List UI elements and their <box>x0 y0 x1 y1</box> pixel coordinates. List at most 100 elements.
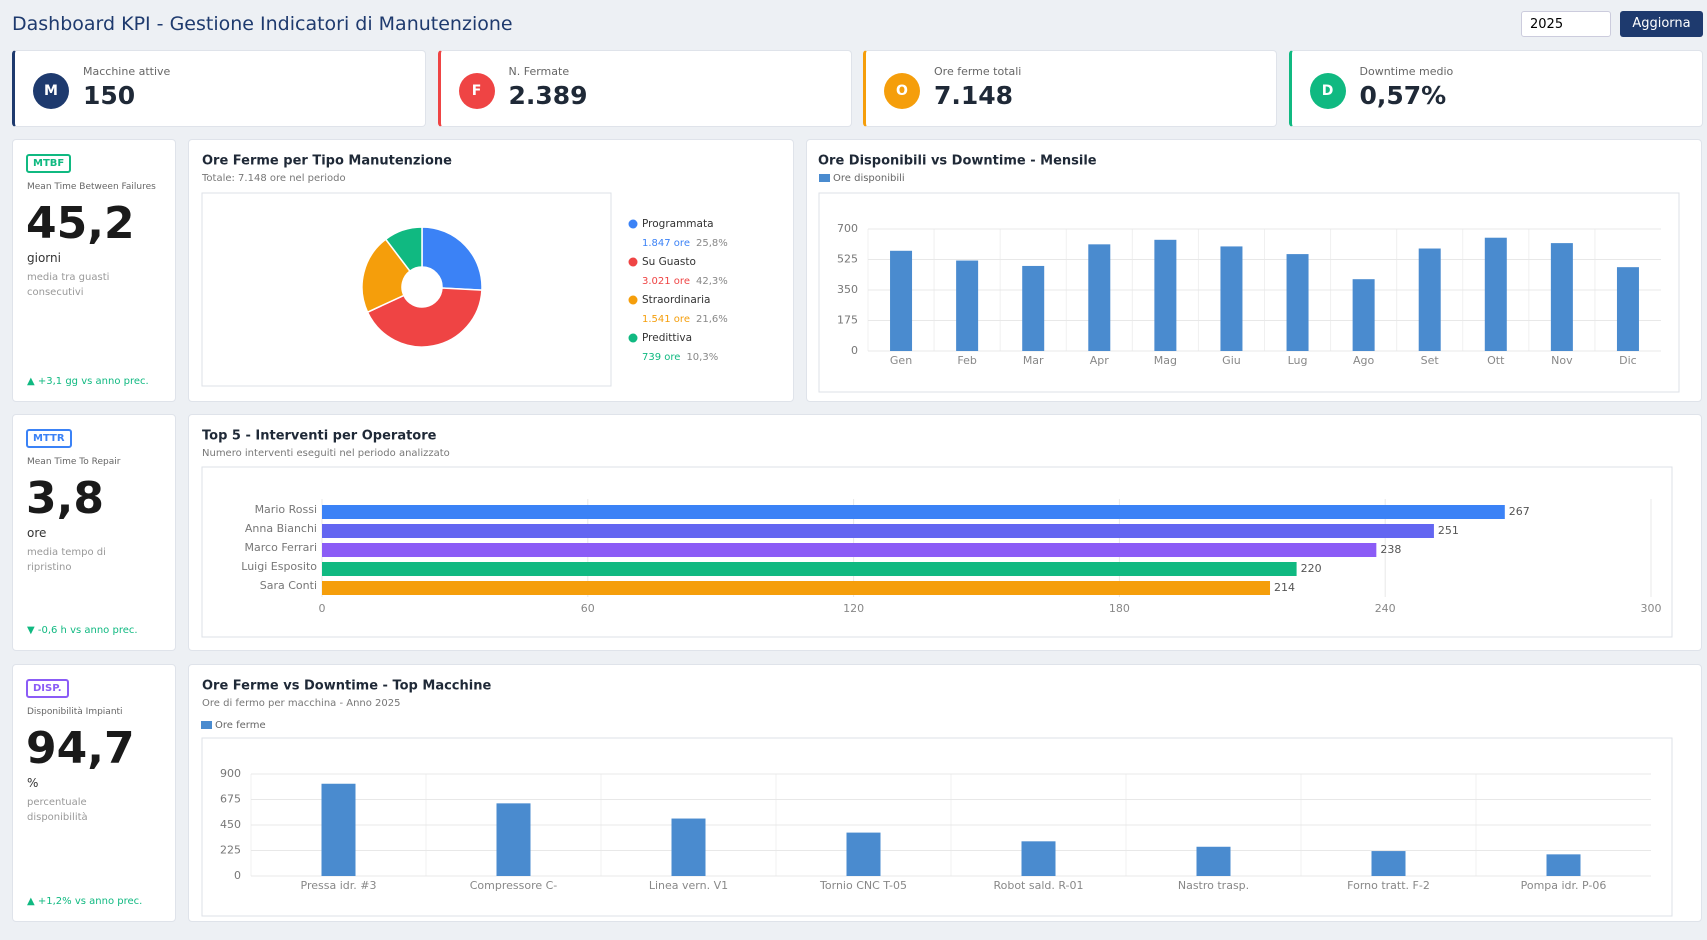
y-tick-label: Sara Conti <box>260 579 317 592</box>
y-tick-label: 450 <box>220 818 241 831</box>
kpi-card: O Ore ferme totali 7.148 <box>863 50 1277 127</box>
operator-chart: Top 5 - Interventi per Operatore Numero i… <box>201 429 1673 638</box>
y-tick-label: 0 <box>851 344 858 357</box>
bar <box>1418 248 1441 351</box>
machine-chart: Ore Ferme vs Downtime - Top Macchine Ore … <box>201 679 1673 917</box>
x-tick-label: Compressore C- <box>470 879 558 892</box>
year-select[interactable]: 2025 <box>1521 11 1611 37</box>
legend-dot <box>628 257 638 267</box>
value-label: 1.541 ore <box>642 314 690 325</box>
metric-caption: Mean Time Between Failures <box>27 182 156 192</box>
kpi-card: D Downtime medio 0,57% <box>1288 50 1703 127</box>
metric-card: MTBF Mean Time Between Failures 45,2 giorni… <box>12 139 176 402</box>
y-tick-label: 350 <box>837 283 858 296</box>
metric-trend: ▼ -0,6 h vs anno prec. <box>27 625 138 636</box>
x-tick-label: Ago <box>1353 354 1375 367</box>
kpi-icon: D <box>1309 73 1346 109</box>
y-tick-label: 525 <box>837 253 858 266</box>
y-tick-label: 225 <box>220 844 241 857</box>
bar <box>671 818 706 876</box>
metric-description: media tempo di ripristino <box>27 547 106 573</box>
kpi-label: N. Fermate <box>508 65 570 78</box>
legend-label: Programmata <box>642 218 714 230</box>
bar <box>1286 254 1309 351</box>
bar <box>322 581 1271 595</box>
value-label: 251 <box>1438 524 1459 537</box>
bar <box>1616 267 1639 351</box>
pie-card: Ore Ferme per Tipo Manutenzione Totale: 7… <box>188 139 794 402</box>
bar <box>1371 851 1406 876</box>
bar <box>322 524 1434 538</box>
x-tick-label: 120 <box>843 602 864 615</box>
y-tick-label: 700 <box>837 222 858 235</box>
kpi-value: 0,57% <box>1359 81 1447 110</box>
kpi-label: Macchine attive <box>83 65 171 78</box>
bar <box>322 543 1377 557</box>
machine-card: Ore Ferme vs Downtime - Top Macchine Ore … <box>188 664 1702 922</box>
refresh-button[interactable]: Aggiorna <box>1620 11 1703 37</box>
metric-unit: ore <box>27 526 47 540</box>
x-tick-label: Set <box>1421 354 1440 367</box>
page-title: Dashboard KPI - Gestione Indicatori di M… <box>12 13 513 35</box>
value-label: 238 <box>1380 543 1401 556</box>
legend-dot <box>628 295 638 305</box>
chart-title: Top 5 - Interventi per Operatore <box>202 429 437 444</box>
metric-caption: Mean Time To Repair <box>27 457 121 467</box>
y-tick-label: Mario Rossi <box>255 503 317 516</box>
kpi-icon: M <box>33 73 69 109</box>
y-tick-label: 675 <box>220 793 241 806</box>
plot-frame <box>201 466 1673 638</box>
metric-value: 3,8 <box>26 473 104 524</box>
bar <box>321 783 356 876</box>
bar <box>1154 239 1177 351</box>
x-tick-label: Nastro trasp. <box>1178 879 1249 892</box>
operator-card: Top 5 - Interventi per Operatore Numero i… <box>188 414 1702 651</box>
chart-title: Ore Disponibili vs Downtime - Mensile <box>818 154 1097 169</box>
monthly-chart: Ore Disponibili vs Downtime - Mensile Ore… <box>818 154 1680 393</box>
kpi-icon: O <box>884 73 920 109</box>
kpi-label: Downtime medio <box>1359 65 1454 78</box>
y-tick-label: 900 <box>220 767 241 780</box>
x-tick-label: Pompa idr. P-06 <box>1521 879 1607 892</box>
y-tick-label: Anna Bianchi <box>245 522 317 535</box>
pie-slice <box>366 287 483 348</box>
bar <box>1550 243 1573 351</box>
share-label: 42,3% <box>696 276 728 287</box>
metric-trend: ▲ +3,1 gg vs anno prec. <box>27 376 149 387</box>
kpi-label: Ore ferme totali <box>934 65 1022 78</box>
bar <box>496 803 531 876</box>
x-tick-label: Feb <box>957 354 976 367</box>
bar <box>322 505 1505 519</box>
bar <box>322 562 1297 576</box>
plot-frame <box>818 192 1680 393</box>
value-label: 220 <box>1301 562 1322 575</box>
legend-label: Su Guasto <box>642 256 696 268</box>
x-tick-label: Linea vern. V1 <box>649 879 728 892</box>
bar <box>1352 279 1375 351</box>
legend-dot <box>628 219 638 229</box>
chart-subtitle: Numero interventi eseguiti nel periodo a… <box>202 448 450 459</box>
metric-card: MTTR Mean Time To Repair 3,8 ore media tempo… <box>12 414 176 651</box>
y-tick-label: 0 <box>234 869 241 882</box>
metric-badge: MTBF <box>26 154 72 173</box>
metric-value: 94,7 <box>26 723 135 774</box>
metric-unit: % <box>27 776 39 790</box>
bar <box>1021 841 1056 876</box>
bar <box>1484 237 1507 351</box>
x-tick-label: Forno tratt. F-2 <box>1347 879 1430 892</box>
metric-value: 45,2 <box>26 198 135 249</box>
metric-badge: DISP. <box>26 679 69 698</box>
bar <box>1546 854 1581 876</box>
x-tick-label: 180 <box>1109 602 1130 615</box>
monthly-card: Ore Disponibili vs Downtime - Mensile Ore… <box>806 139 1702 402</box>
kpi-card: M Macchine attive 150 <box>12 50 426 127</box>
x-tick-label: 240 <box>1375 602 1396 615</box>
x-tick-label: Dic <box>1619 354 1637 367</box>
x-tick-label: Lug <box>1288 354 1308 367</box>
x-tick-label: Mag <box>1154 354 1177 367</box>
x-tick-label: Pressa idr. #3 <box>301 879 377 892</box>
metric-description: media tra guasti consecutivi <box>27 272 110 298</box>
bar <box>1220 246 1243 351</box>
x-tick-label: Nov <box>1551 354 1573 367</box>
